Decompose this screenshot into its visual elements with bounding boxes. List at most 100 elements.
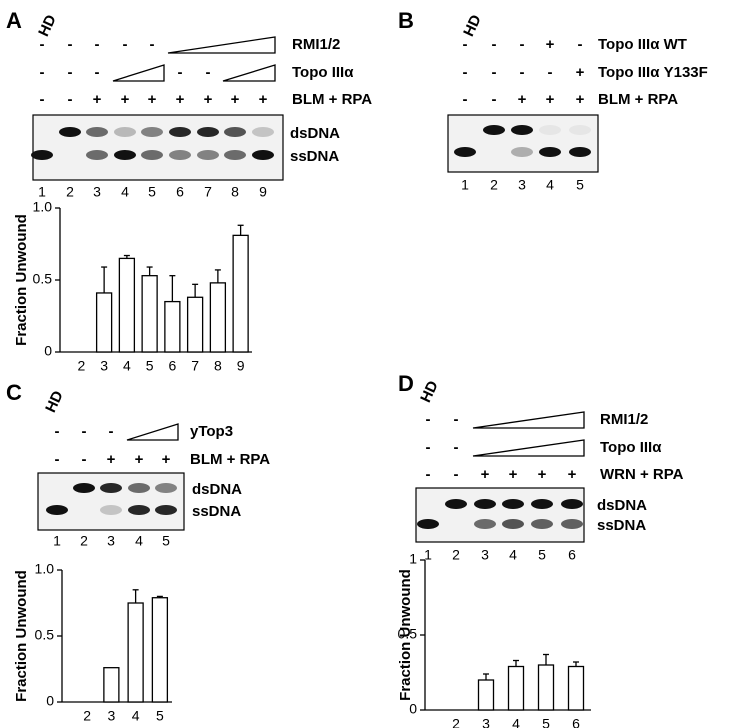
gel-band <box>169 127 191 137</box>
panel-label: A <box>6 8 22 33</box>
gel-band <box>141 150 163 160</box>
gel-band <box>73 483 95 493</box>
lane-sign: + <box>481 466 490 483</box>
lane-number: 4 <box>121 184 129 200</box>
lane-sign: + <box>576 91 585 108</box>
condition-name: RMI1/2 <box>600 411 648 428</box>
gel-band-label: ssDNA <box>192 503 241 520</box>
gel-band <box>474 499 496 509</box>
lane-sign: - <box>40 91 45 108</box>
condition-name: WRN + RPA <box>600 466 684 483</box>
gel-band <box>128 505 150 515</box>
bar <box>118 257 136 353</box>
lane-sign: - <box>548 64 553 81</box>
lane-number: 4 <box>546 177 554 193</box>
lane-sign: - <box>40 36 45 53</box>
lane-number: 3 <box>518 177 526 193</box>
gel-band <box>46 505 68 515</box>
lane-sign: - <box>206 64 211 81</box>
gel-band <box>114 127 136 137</box>
gel-band <box>561 499 583 509</box>
lane-sign: + <box>259 91 268 108</box>
lane-sign: - <box>68 36 73 53</box>
lane-sign: - <box>82 451 87 468</box>
bar <box>103 667 120 703</box>
gel <box>447 114 599 173</box>
hd-label: HD <box>42 388 67 415</box>
y-axis-label: Fraction Unwound <box>13 570 30 702</box>
x-tick-label: 3 <box>107 708 115 724</box>
gel-band <box>531 519 553 529</box>
lane-sign: + <box>546 36 555 53</box>
x-tick-label: 2 <box>77 358 85 374</box>
lane-number: 4 <box>509 547 517 563</box>
lane-sign: - <box>123 36 128 53</box>
lane-sign: + <box>135 451 144 468</box>
lane-number: 1 <box>53 533 61 549</box>
titration-wedge <box>112 64 165 82</box>
lane-sign: - <box>95 64 100 81</box>
gel-band <box>417 519 439 529</box>
y-tick-label: 0 <box>46 693 54 709</box>
gel-band <box>483 125 505 135</box>
lane-sign: - <box>578 36 583 53</box>
bar <box>127 602 144 703</box>
hd-label: HD <box>417 378 442 405</box>
bar <box>232 234 249 353</box>
lane-number: 5 <box>538 547 546 563</box>
gel-band <box>141 127 163 137</box>
lane-sign: + <box>148 91 157 108</box>
x-tick-label: 7 <box>191 358 199 374</box>
gel-band <box>502 519 524 529</box>
gel-band <box>511 147 533 157</box>
gel-band <box>511 125 533 135</box>
gel-band-label: ssDNA <box>290 148 339 165</box>
x-tick-label: 6 <box>572 716 580 728</box>
lane-number: 4 <box>135 533 143 549</box>
x-tick-label: 3 <box>100 358 108 374</box>
x-tick-label: 2 <box>83 708 91 724</box>
gel-band <box>86 150 108 160</box>
bar <box>95 292 113 353</box>
x-tick-label: 3 <box>482 716 490 728</box>
gel-band <box>155 505 177 515</box>
lane-sign: - <box>492 64 497 81</box>
lane-sign: - <box>492 36 497 53</box>
lane-sign: - <box>492 91 497 108</box>
lane-sign: + <box>176 91 185 108</box>
gel-band <box>169 150 191 160</box>
gel <box>37 472 185 531</box>
lane-number: 2 <box>66 184 74 200</box>
gel-band <box>224 150 246 160</box>
gel-band-label: dsDNA <box>290 125 340 142</box>
gel-band <box>454 147 476 157</box>
lane-sign: - <box>95 36 100 53</box>
gel-band <box>445 499 467 509</box>
x-tick-label: 4 <box>512 716 520 728</box>
gel-band <box>86 127 108 137</box>
lane-sign: + <box>107 451 116 468</box>
y-tick-label: 1.0 <box>33 199 53 215</box>
bar <box>164 300 181 353</box>
gel-band-label: ssDNA <box>597 517 646 534</box>
lane-sign: + <box>518 91 527 108</box>
gel-band <box>531 499 553 509</box>
titration-wedge <box>472 411 585 429</box>
x-tick-label: 9 <box>237 358 245 374</box>
gel-band <box>197 127 219 137</box>
lane-sign: - <box>426 439 431 456</box>
bar <box>141 275 158 353</box>
x-tick-label: 5 <box>146 358 154 374</box>
x-tick-label: 4 <box>123 358 131 374</box>
gel-band <box>252 127 274 137</box>
condition-name: Topo IIIα <box>292 64 354 81</box>
gel-band <box>197 150 219 160</box>
gel-band <box>561 519 583 529</box>
lane-sign: - <box>454 439 459 456</box>
panel-label: D <box>398 371 414 396</box>
gel-band <box>114 150 136 160</box>
condition-name: Topo IIIα <box>600 439 662 456</box>
x-tick-label: 8 <box>214 358 222 374</box>
lane-number: 5 <box>576 177 584 193</box>
